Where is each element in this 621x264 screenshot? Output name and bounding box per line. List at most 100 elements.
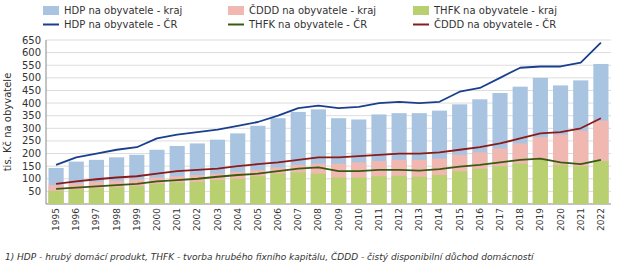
grid-line bbox=[46, 65, 611, 66]
y-tick-label: 300 bbox=[22, 123, 41, 134]
chart: 50100150200250300350400450500550600650ti… bbox=[0, 0, 621, 264]
legend-swatch bbox=[228, 6, 244, 15]
bar bbox=[311, 164, 326, 204]
x-tick-label: 1995 bbox=[51, 208, 61, 231]
bar bbox=[452, 104, 467, 204]
bar bbox=[149, 184, 164, 204]
legend-label: ČDDD na obyvatele - ČR bbox=[434, 18, 556, 30]
x-tick-label: 2001 bbox=[172, 208, 182, 231]
bar bbox=[69, 189, 84, 204]
x-tick-label: 2002 bbox=[192, 208, 202, 231]
bar bbox=[593, 121, 608, 204]
bar bbox=[371, 114, 386, 204]
bar bbox=[331, 118, 346, 204]
x-tick-label: 2003 bbox=[213, 208, 223, 231]
bar bbox=[230, 133, 245, 204]
x-tick-label: 2006 bbox=[273, 208, 283, 231]
bar bbox=[109, 187, 124, 204]
x-tick-label: 1999 bbox=[132, 208, 142, 231]
x-tick-label: 2008 bbox=[313, 208, 323, 231]
x-tick-label: 2014 bbox=[434, 208, 444, 231]
bar bbox=[89, 160, 104, 204]
bar bbox=[513, 87, 528, 204]
line bbox=[56, 118, 601, 184]
y-tick-label: 650 bbox=[22, 35, 41, 46]
legend-label: ČDDD na obyvatele - kraj bbox=[249, 4, 376, 16]
bar bbox=[49, 168, 64, 204]
bar bbox=[170, 146, 185, 204]
y-tick-label: 50 bbox=[28, 186, 41, 197]
line bbox=[56, 43, 601, 165]
x-tick-label: 1997 bbox=[91, 208, 101, 231]
bar bbox=[270, 174, 285, 204]
bar bbox=[190, 182, 205, 204]
bar bbox=[553, 165, 568, 204]
bar bbox=[593, 161, 608, 204]
y-tick-label: 600 bbox=[22, 47, 41, 58]
bar bbox=[533, 160, 548, 204]
bar bbox=[331, 178, 346, 204]
bar bbox=[472, 99, 487, 204]
y-tick-label: 150 bbox=[22, 161, 41, 172]
legend-swatch bbox=[413, 6, 429, 15]
bar bbox=[412, 113, 427, 204]
legend-label: THFK na obyvatele - kraj bbox=[433, 5, 557, 16]
bar bbox=[553, 135, 568, 204]
x-tick-label: 2017 bbox=[495, 208, 505, 231]
bar bbox=[210, 180, 225, 204]
bar bbox=[573, 131, 588, 204]
bar bbox=[351, 119, 366, 204]
x-tick-label: 2005 bbox=[253, 208, 263, 231]
bar bbox=[412, 177, 427, 204]
x-tick-label: 1996 bbox=[71, 208, 81, 231]
plot-area bbox=[49, 43, 609, 204]
grid-line bbox=[46, 77, 611, 78]
legend-swatch bbox=[228, 24, 244, 26]
grid-line bbox=[46, 52, 611, 53]
x-tick-label: 2011 bbox=[374, 208, 384, 231]
bar bbox=[371, 176, 386, 204]
bar bbox=[149, 150, 164, 204]
x-tick-label: 2010 bbox=[354, 208, 364, 231]
y-tick-label: 200 bbox=[22, 148, 41, 159]
bar bbox=[109, 157, 124, 204]
legend-swatch bbox=[43, 24, 59, 26]
bar bbox=[452, 171, 467, 204]
bar bbox=[492, 166, 507, 204]
y-axis-label: tis. Kč na obyvatele bbox=[2, 73, 13, 172]
bar bbox=[492, 93, 507, 204]
bar bbox=[452, 155, 467, 204]
bar bbox=[230, 179, 245, 204]
y-tick-label: 550 bbox=[22, 60, 41, 71]
y-tick-label: 100 bbox=[22, 173, 41, 184]
bar bbox=[250, 176, 265, 204]
bar bbox=[432, 175, 447, 204]
bar bbox=[170, 183, 185, 204]
bar bbox=[351, 162, 366, 204]
x-tick-label: 2009 bbox=[334, 208, 344, 231]
bar bbox=[533, 137, 548, 204]
y-tick-label: 350 bbox=[22, 110, 41, 121]
x-tick-label: 2022 bbox=[596, 208, 606, 231]
bar bbox=[210, 140, 225, 204]
line bbox=[56, 159, 601, 189]
bar-series bbox=[49, 160, 609, 204]
x-tick-label: 2019 bbox=[535, 208, 545, 231]
footnote: 1) HDP - hrubý domácí produkt, THFK - tv… bbox=[5, 251, 535, 262]
x-tick-label: 2015 bbox=[455, 208, 465, 231]
x-tick-label: 2012 bbox=[394, 208, 404, 231]
legend-swatch bbox=[413, 24, 429, 26]
bar bbox=[49, 191, 64, 204]
legend: HDP na obyvatele - krajČDDD na obyvatele… bbox=[43, 4, 557, 30]
bar bbox=[291, 165, 306, 204]
page: {"chart_data": { "type": "bar", "ylabel"… bbox=[0, 0, 621, 264]
bar bbox=[392, 160, 407, 204]
bar bbox=[492, 148, 507, 204]
bar bbox=[432, 159, 447, 204]
grid-line bbox=[46, 40, 611, 41]
x-tick-label: 2020 bbox=[556, 208, 566, 231]
bar bbox=[392, 113, 407, 204]
y-tick-label: 400 bbox=[22, 98, 41, 109]
bar bbox=[392, 176, 407, 204]
bar bbox=[270, 167, 285, 204]
